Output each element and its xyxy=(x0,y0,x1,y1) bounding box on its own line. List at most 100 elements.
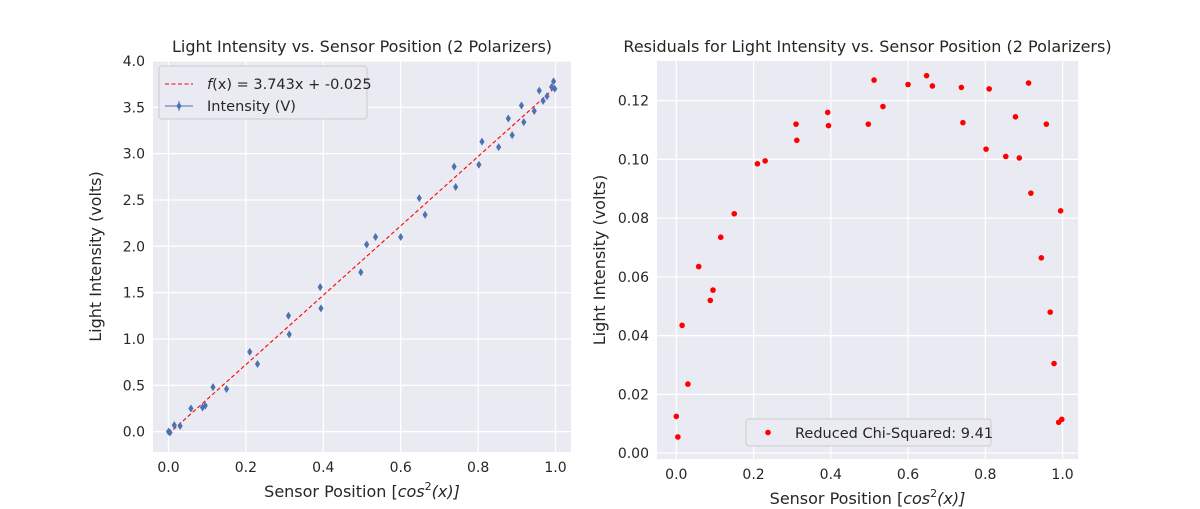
data-point xyxy=(521,118,527,127)
legend-frame xyxy=(158,65,368,120)
intensity-plot-content xyxy=(165,77,558,437)
data-point xyxy=(476,160,482,169)
residual-point xyxy=(675,434,681,440)
data-point xyxy=(536,86,542,95)
residual-point xyxy=(824,109,831,116)
data-point xyxy=(210,383,216,392)
legend-fit-label: f(x) = 3.743x + -0.025 xyxy=(207,77,372,93)
residual-point xyxy=(1025,80,1032,86)
residual-point xyxy=(880,103,886,110)
legend-series-swatch-marker xyxy=(765,429,771,436)
residual-point xyxy=(960,119,966,126)
data-point xyxy=(451,162,457,171)
residuals-y-tick-label: 0.12 xyxy=(618,94,649,110)
legend-frame xyxy=(745,418,992,447)
residuals-plot-content xyxy=(673,72,1065,440)
residual-point xyxy=(794,137,800,144)
intensity-x-tick-label: 0.2 xyxy=(235,460,257,476)
intensity-legend: f(x) = 3.743x + -0.025 Intensity (V) xyxy=(158,65,372,120)
data-point xyxy=(550,77,557,86)
residual-point xyxy=(986,86,992,92)
intensity-y-tick-label: 4.0 xyxy=(123,54,145,70)
residual-point xyxy=(1051,360,1057,367)
data-point xyxy=(317,283,323,292)
data-point xyxy=(167,428,173,437)
data-point xyxy=(372,233,379,242)
residual-point xyxy=(905,81,911,88)
fit-line xyxy=(168,86,556,435)
residuals-y-tick-label: 0.04 xyxy=(618,329,649,345)
intensity-y-tick-label: 3.0 xyxy=(123,147,145,163)
data-point xyxy=(171,421,177,430)
data-point xyxy=(202,401,208,410)
data-point xyxy=(416,194,422,203)
residual-point xyxy=(983,146,989,152)
residuals-legend: Reduced Chi-Squared: 9.41 xyxy=(745,418,993,447)
residual-point xyxy=(679,322,685,329)
data-point xyxy=(254,359,261,368)
residuals-x-tick-label: 0.6 xyxy=(897,467,919,483)
residual-point xyxy=(958,84,965,91)
intensity-x-tick-label: 0.8 xyxy=(467,460,489,476)
intensity-y-tick-label: 1.0 xyxy=(123,332,145,348)
intensity-y-axis-label: Light Intensity (volts) xyxy=(86,171,105,342)
residuals-y-axis-label: Light Intensity (volts) xyxy=(590,175,609,346)
residual-point xyxy=(923,72,930,79)
data-point xyxy=(223,384,230,393)
data-point xyxy=(544,92,550,101)
residual-point xyxy=(685,381,691,387)
data-point xyxy=(247,347,253,356)
residuals-x-tick-label: 0.2 xyxy=(742,467,764,483)
residual-point xyxy=(707,297,714,304)
data-point xyxy=(318,304,324,313)
data-point xyxy=(479,137,485,146)
residual-point xyxy=(871,77,877,83)
intensity-y-tick-label: 0.5 xyxy=(123,378,145,394)
residual-point xyxy=(1058,416,1065,423)
intensity-chart-title: Light Intensity vs. Sensor Position (2 P… xyxy=(172,37,552,56)
data-point xyxy=(453,183,459,192)
data-point xyxy=(505,114,511,123)
intensity-chart: 0.0 0.2 0.4 0.6 0.8 1.0 0.0 0.5 1.0 1.5 2.0 2.5 3.0 3… xyxy=(86,37,571,501)
data-point xyxy=(188,404,194,413)
legend-series-swatch-marker xyxy=(176,102,182,110)
data-point xyxy=(285,311,292,320)
data-point xyxy=(286,330,292,339)
intensity-y-tick-label: 2.0 xyxy=(123,239,145,255)
residual-point xyxy=(762,158,768,164)
residual-point xyxy=(717,234,724,241)
residuals-x-tick-label: 0.4 xyxy=(820,467,842,483)
data-point xyxy=(518,101,525,110)
residuals-x-tick-label: 0.0 xyxy=(665,467,687,483)
residual-point xyxy=(1057,208,1064,214)
intensity-x-tick-label: 0.4 xyxy=(312,460,334,476)
residual-point xyxy=(1047,309,1053,315)
data-point xyxy=(552,84,558,93)
residual-point xyxy=(929,83,936,89)
data-point xyxy=(509,131,515,140)
residual-point xyxy=(1012,114,1019,120)
residuals-y-tick-label: 0.10 xyxy=(618,152,649,168)
data-point xyxy=(540,96,546,105)
residual-point xyxy=(673,413,680,420)
data-point xyxy=(496,143,502,152)
residuals-chart-title: Residuals for Light Intensity vs. Sensor… xyxy=(623,37,1111,56)
intensity-x-tick-label: 0.6 xyxy=(390,460,412,476)
data-point xyxy=(358,268,364,277)
legend-series-label: Reduced Chi-Squared: 9.41 xyxy=(795,426,993,442)
residuals-x-axis-label: Sensor Position [cos2(x)] xyxy=(770,487,966,508)
residual-point xyxy=(865,121,872,127)
residual-point xyxy=(825,122,832,129)
intensity-x-axis-label: Sensor Position [cos2(x)] xyxy=(264,480,460,501)
residuals-plot-area xyxy=(657,61,1078,459)
residual-point xyxy=(1016,155,1023,161)
data-point xyxy=(422,210,428,219)
residual-point xyxy=(793,121,799,127)
data-point xyxy=(549,82,555,91)
residuals-y-tick-label: 0.08 xyxy=(618,211,649,227)
residuals-x-tick-label: 1.0 xyxy=(1051,467,1073,483)
intensity-plot-area xyxy=(153,61,571,452)
residuals-y-tick-label: 0.00 xyxy=(618,446,649,462)
residual-point xyxy=(1038,254,1045,261)
